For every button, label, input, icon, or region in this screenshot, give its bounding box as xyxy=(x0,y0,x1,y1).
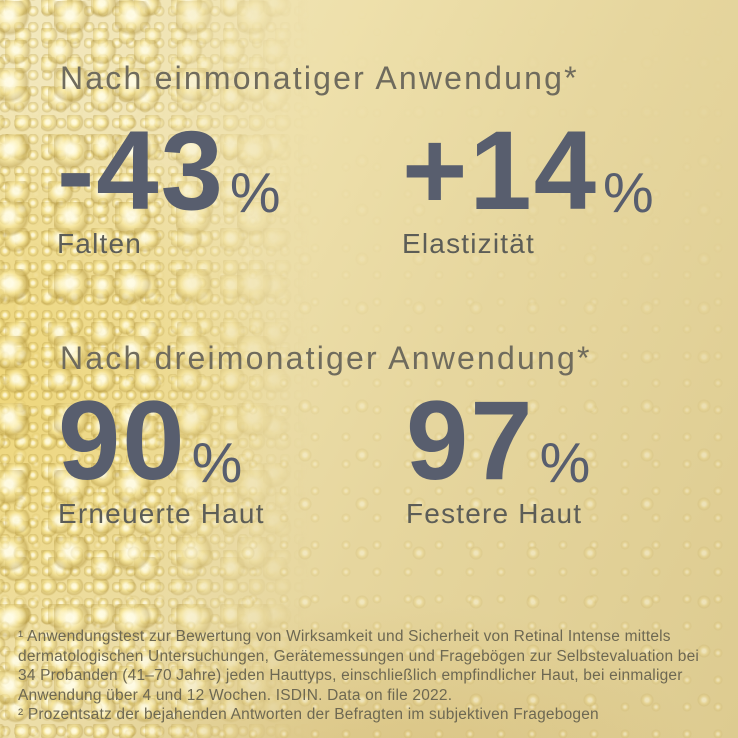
stat-label-wrinkles: Falten xyxy=(57,228,143,259)
stat-elasticity: +14% Elastizität xyxy=(402,115,654,260)
stat-value-renewed-skin: 90% xyxy=(58,385,265,497)
stat-renewed-skin: 90% Erneuerte Haut xyxy=(58,385,265,530)
stat-value-elasticity: +14% xyxy=(402,115,654,227)
footnote-study: ¹ Anwendungstest zur Bewertung von Wirks… xyxy=(18,627,710,705)
footnote-survey: ² Prozentsatz der bejahenden Antworten d… xyxy=(18,705,710,725)
percent-sign: % xyxy=(602,161,654,225)
stat-wrinkles: -43% Falten xyxy=(57,115,281,260)
footnotes: ¹ Anwendungstest zur Bewertung von Wirks… xyxy=(18,627,710,725)
stat-value-wrinkles: -43% xyxy=(57,115,281,227)
footnote-text-2: Prozentsatz der bejahenden Antworten der… xyxy=(23,706,599,724)
stat-number: 97 xyxy=(406,378,535,503)
stat-number: 90 xyxy=(58,378,187,503)
footnote-marker-2: ² xyxy=(18,706,24,724)
footnote-marker-1: ¹ xyxy=(18,628,24,645)
percent-sign: % xyxy=(191,431,243,495)
stat-number: +14 xyxy=(402,108,598,233)
stat-number: -43 xyxy=(57,108,225,233)
stat-label-renewed-skin: Erneuerte Haut xyxy=(58,498,265,529)
stat-firmer-skin: 97% Festere Haut xyxy=(406,385,590,530)
percent-sign: % xyxy=(229,161,281,225)
section-heading-one-month: Nach einmonatiger Anwendung* xyxy=(60,60,579,96)
percent-sign: % xyxy=(539,431,591,495)
stat-value-firmer-skin: 97% xyxy=(406,385,590,497)
stat-label-elasticity: Elastizität xyxy=(402,228,536,259)
footnote-text-1: Anwendungstest zur Bewertung von Wirksam… xyxy=(18,628,700,704)
stat-label-firmer-skin: Festere Haut xyxy=(406,498,583,529)
section-heading-three-months: Nach dreimonatiger Anwendung* xyxy=(60,340,592,376)
